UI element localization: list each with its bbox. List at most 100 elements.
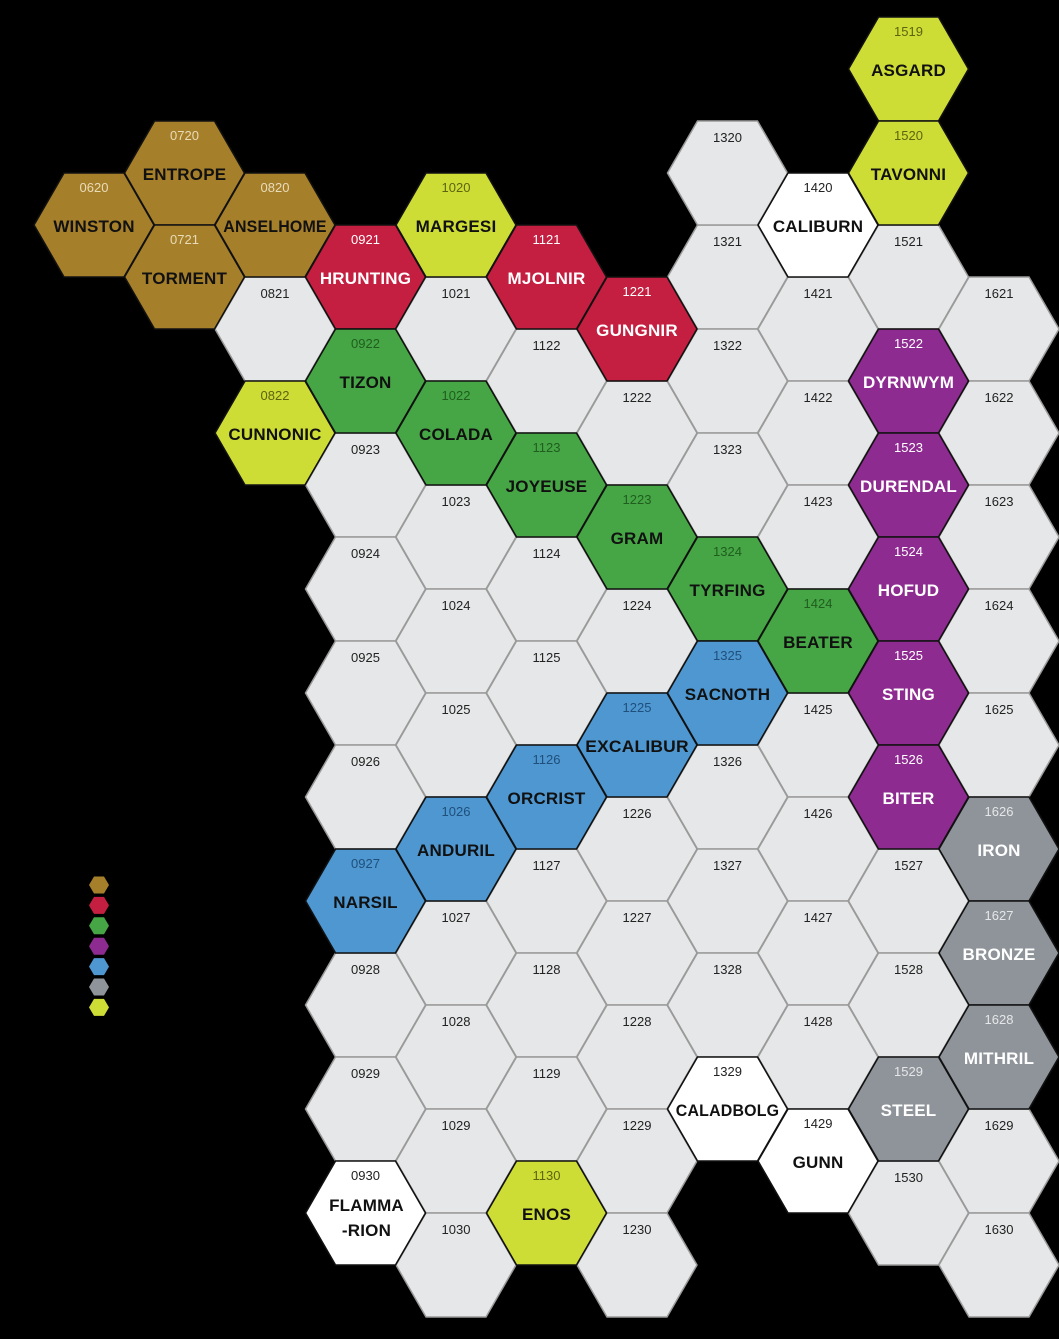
hex-code-label: 0930 bbox=[351, 1168, 380, 1183]
named-hex-layer: 0620 WINSTON 0720 ENTROPE 0721 TORMENT 0820 ANS… bbox=[33, 16, 1059, 1266]
hex-name-label: SACNOTH bbox=[685, 685, 770, 704]
hex-code-label: 1325 bbox=[713, 648, 742, 663]
hex-name-label: IRON bbox=[977, 841, 1020, 860]
hex-code-label: 1227 bbox=[623, 910, 652, 925]
hex-code-label: 1528 bbox=[894, 962, 923, 977]
hex-asgard: 1519 ASGARD bbox=[847, 16, 970, 122]
hex-shape bbox=[576, 276, 698, 382]
hex-margesi: 1020 MARGESI bbox=[395, 172, 517, 278]
hex-code-label: 1029 bbox=[442, 1118, 471, 1133]
hex-code-label: 1020 bbox=[442, 180, 471, 195]
hex-name-label: BRONZE bbox=[963, 945, 1036, 964]
legend-swatch-gray bbox=[89, 978, 109, 996]
hex-beater: 1424 BEATER bbox=[757, 588, 879, 694]
hex-gungnir: 1221 GUNGNIR bbox=[576, 276, 698, 382]
hex-code-label: 1621 bbox=[985, 286, 1014, 301]
hex-code-label: 1624 bbox=[985, 598, 1014, 613]
hex-code-label: 0620 bbox=[80, 180, 109, 195]
legend-swatch-blue bbox=[89, 958, 109, 976]
hex-name-label: MARGESI bbox=[416, 217, 497, 236]
hex-steel: 1529 STEEL bbox=[847, 1056, 970, 1162]
hex-name-label: COLADA bbox=[419, 425, 493, 444]
hex-mithril: 1628 MITHRIL bbox=[938, 1004, 1059, 1110]
hex-code-label: 1328 bbox=[713, 962, 742, 977]
hex-code-label: 1123 bbox=[533, 440, 561, 455]
hex-code-label: 1627 bbox=[985, 908, 1014, 923]
hex-code-label: 0924 bbox=[351, 546, 380, 561]
hex-code-label: 1625 bbox=[985, 702, 1014, 717]
color-legend bbox=[89, 876, 109, 1016]
hex-biter: 1526 BITER bbox=[847, 744, 970, 850]
hex-code-label: 1421 bbox=[804, 286, 833, 301]
hex-1230: 1230 bbox=[576, 1212, 698, 1318]
hex-code-label: 1527 bbox=[894, 858, 923, 873]
hex-code-label: 1228 bbox=[623, 1014, 652, 1029]
hex-1630: 1630 bbox=[938, 1212, 1059, 1318]
hex-code-label: 0923 bbox=[351, 442, 380, 457]
hex-code-label: 0720 bbox=[170, 128, 199, 143]
legend-swatch-lime bbox=[89, 998, 109, 1016]
hex-name-label: ENOS bbox=[522, 1205, 571, 1224]
hex-name-label: DURENDAL bbox=[860, 477, 957, 496]
legend-swatch-purple bbox=[89, 937, 109, 955]
hex-name-label: DYRNWYM bbox=[863, 373, 954, 392]
hex-name-label: TORMENT bbox=[142, 269, 228, 288]
hex-code-label: 1626 bbox=[985, 804, 1014, 819]
hex-name-label: HRUNTING bbox=[320, 269, 411, 288]
hex-name-label: TYRFING bbox=[689, 581, 765, 600]
hex-code-label: 1320 bbox=[713, 130, 742, 145]
hex-code-label: 1230 bbox=[623, 1222, 652, 1237]
hex-code-label: 1429 bbox=[804, 1116, 833, 1131]
hex-code-label: 1122 bbox=[533, 338, 561, 353]
hex-name-label: GUNN bbox=[793, 1153, 844, 1172]
hex-1427: 1427 bbox=[757, 900, 879, 1006]
hex-code-label: 1530 bbox=[894, 1170, 923, 1185]
hex-code-label: 1329 bbox=[713, 1064, 742, 1079]
hex-code-label: 1121 bbox=[533, 232, 561, 247]
hex-name-label: CALIBURN bbox=[773, 217, 863, 236]
hex-name-label: NARSIL bbox=[333, 893, 397, 912]
hex-name-label: ANDURIL bbox=[417, 841, 495, 860]
hex-name-label: BEATER bbox=[783, 633, 853, 652]
legend-swatch-green bbox=[89, 917, 109, 935]
hex-code-label: 1126 bbox=[533, 752, 561, 767]
hex-name-label: ASGARD bbox=[871, 61, 946, 80]
hex-code-label: 1323 bbox=[713, 442, 742, 457]
hex-code-label: 0921 bbox=[351, 232, 380, 247]
hex-bronze: 1627 BRONZE bbox=[938, 900, 1059, 1006]
hex-mjolnir: 1121 MJOLNIR bbox=[485, 224, 608, 330]
hex-code-label: 1023 bbox=[442, 494, 471, 509]
hex-sting: 1525 STING bbox=[847, 640, 970, 746]
hex-name-label: STING bbox=[882, 685, 935, 704]
hex-gram: 1223 GRAM bbox=[576, 484, 698, 590]
hex-code-label: 1520 bbox=[894, 128, 923, 143]
hex-1027: 1027 bbox=[395, 900, 517, 1006]
hex-code-label: 1128 bbox=[533, 962, 561, 977]
hex-code-label: 0820 bbox=[261, 180, 290, 195]
hex-code-label: 1027 bbox=[442, 910, 471, 925]
hex-code-label: 1124 bbox=[533, 546, 561, 561]
hex-code-label: 1222 bbox=[623, 390, 652, 405]
hex-enos: 1130 ENOS bbox=[485, 1160, 608, 1266]
hex-code-label: 1420 bbox=[804, 180, 833, 195]
hex-name-label: ORCRIST bbox=[508, 789, 586, 808]
hex-code-label: 1425 bbox=[804, 702, 833, 717]
hex-gunn: 1429 GUNN bbox=[757, 1108, 879, 1214]
hex-code-label: 0927 bbox=[351, 856, 380, 871]
hex-code-label: 1129 bbox=[533, 1066, 561, 1081]
hex-shape bbox=[938, 1004, 1059, 1110]
hex-1322: 1322 bbox=[666, 328, 789, 434]
hex-shape bbox=[847, 120, 970, 226]
hex-1021: 1021 bbox=[395, 276, 517, 382]
hex-tavonni: 1520 TAVONNI bbox=[847, 120, 970, 226]
hex-name-label: ENTROPE bbox=[143, 165, 227, 184]
hex-name-label: -RION bbox=[342, 1221, 391, 1240]
hex-caliburn: 1420 CALIBURN bbox=[757, 172, 879, 278]
hex-code-label: 0922 bbox=[351, 336, 380, 351]
hex-tyrfing: 1324 TYRFING bbox=[666, 536, 789, 642]
hex-name-label: WINSTON bbox=[53, 217, 134, 236]
hex-anduril: 1026 ANDURIL bbox=[395, 796, 517, 902]
hex-code-label: 0928 bbox=[351, 962, 380, 977]
hex-code-label: 1522 bbox=[894, 336, 923, 351]
hex-name-label: GUNGNIR bbox=[596, 321, 678, 340]
